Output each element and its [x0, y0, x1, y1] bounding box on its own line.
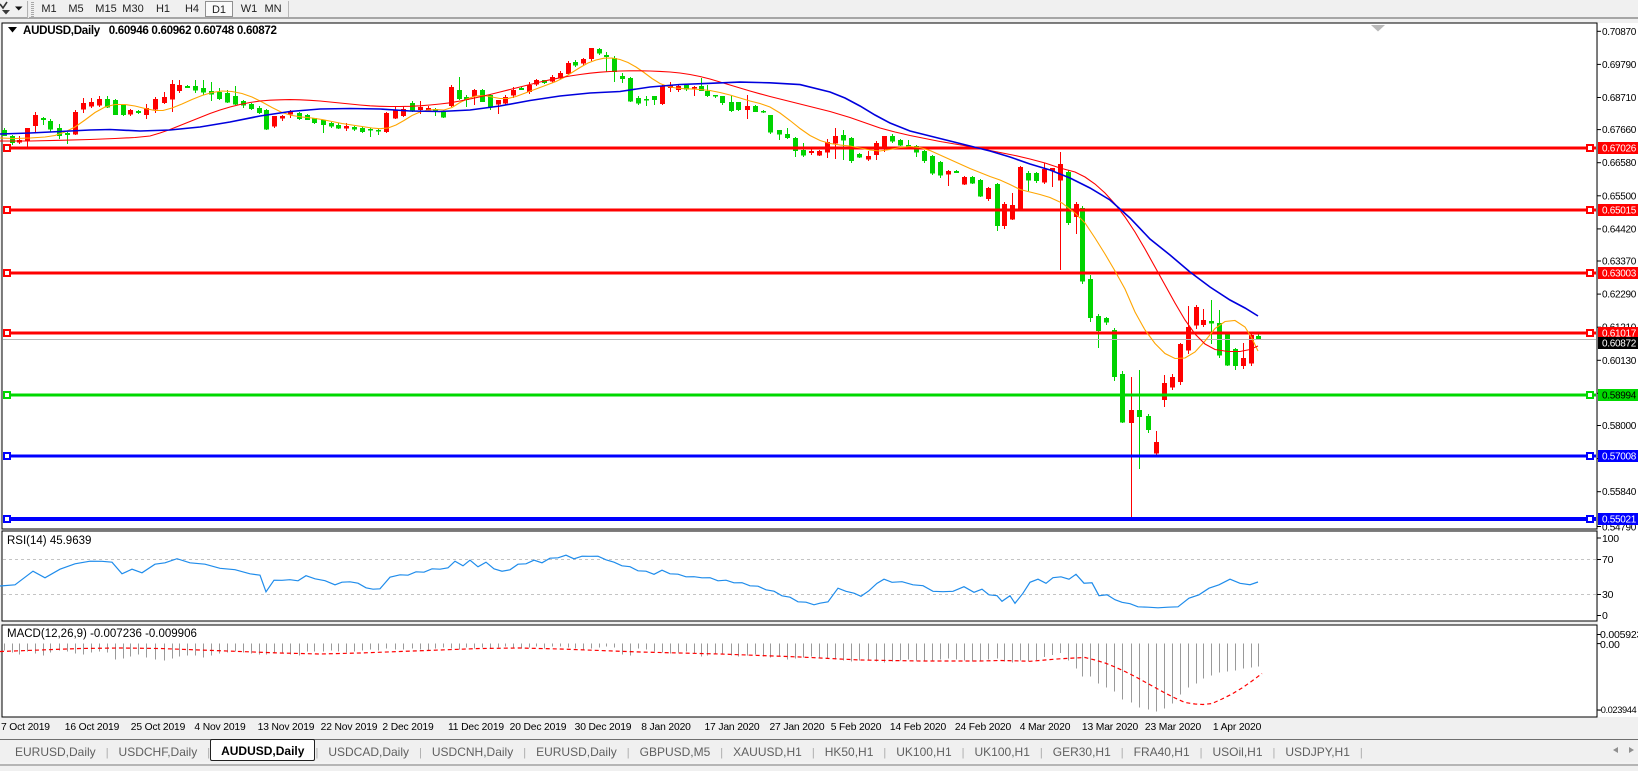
svg-text:17 Jan 2020: 17 Jan 2020: [704, 722, 759, 733]
svg-text:7 Oct 2019: 7 Oct 2019: [1, 722, 50, 733]
svg-text:0.63003: 0.63003: [1602, 269, 1637, 280]
svg-text:MACD(12,26,9) -0.007236 -0.009: MACD(12,26,9) -0.007236 -0.009906: [7, 628, 197, 640]
svg-text:8 Jan 2020: 8 Jan 2020: [641, 722, 691, 733]
svg-text:0.68710: 0.68710: [1602, 93, 1637, 104]
svg-text:0.57008: 0.57008: [1602, 452, 1637, 463]
svg-text:2 Dec 2019: 2 Dec 2019: [382, 722, 434, 733]
svg-text:0.69790: 0.69790: [1602, 60, 1637, 71]
svg-text:13 Nov 2019: 13 Nov 2019: [258, 722, 315, 733]
svg-text:30 Dec 2019: 30 Dec 2019: [575, 722, 632, 733]
svg-text:0.60872: 0.60872: [1602, 339, 1637, 350]
svg-text:30: 30: [1602, 589, 1614, 601]
svg-text:RSI(14) 45.9639: RSI(14) 45.9639: [7, 535, 91, 547]
svg-text:0.65500: 0.65500: [1602, 191, 1637, 202]
svg-text:23 Mar 2020: 23 Mar 2020: [1145, 722, 1202, 733]
svg-text:70: 70: [1602, 554, 1614, 566]
svg-text:0.61017: 0.61017: [1602, 329, 1637, 340]
svg-text:1 Apr 2020: 1 Apr 2020: [1213, 722, 1262, 733]
svg-text:0.58994: 0.58994: [1602, 391, 1637, 402]
svg-text:100: 100: [1602, 533, 1619, 545]
svg-text:20 Dec 2019: 20 Dec 2019: [510, 722, 567, 733]
svg-text:0: 0: [1602, 610, 1608, 622]
svg-text:24 Feb 2020: 24 Feb 2020: [955, 722, 1012, 733]
svg-text:4 Nov 2019: 4 Nov 2019: [194, 722, 246, 733]
svg-text:0.64420: 0.64420: [1602, 224, 1637, 235]
svg-text:-0.023944: -0.023944: [1598, 705, 1637, 715]
svg-text:AUDUSD,Daily 0.60946 0.60962: AUDUSD,Daily 0.60946 0.60962 0.60748 0.6…: [23, 24, 277, 37]
svg-text:5 Feb 2020: 5 Feb 2020: [831, 722, 882, 733]
svg-text:0.00: 0.00: [1600, 639, 1620, 651]
svg-text:16 Oct 2019: 16 Oct 2019: [65, 722, 120, 733]
svg-text:0.67660: 0.67660: [1602, 125, 1637, 136]
svg-text:0.55021: 0.55021: [1602, 515, 1637, 526]
svg-text:0.62290: 0.62290: [1602, 290, 1637, 301]
svg-text:0.63370: 0.63370: [1602, 257, 1637, 268]
svg-text:0.55840: 0.55840: [1602, 487, 1637, 498]
svg-text:0.005923: 0.005923: [1600, 629, 1638, 641]
svg-text:14 Feb 2020: 14 Feb 2020: [890, 722, 947, 733]
svg-text:13 Mar 2020: 13 Mar 2020: [1082, 722, 1139, 733]
svg-text:0.60130: 0.60130: [1602, 356, 1637, 367]
svg-text:0.65015: 0.65015: [1602, 206, 1637, 217]
svg-text:0.54790: 0.54790: [1602, 523, 1637, 534]
svg-text:0.70870: 0.70870: [1602, 27, 1637, 38]
svg-text:22 Nov 2019: 22 Nov 2019: [321, 722, 378, 733]
svg-text:27 Jan 2020: 27 Jan 2020: [769, 722, 824, 733]
svg-text:0.58000: 0.58000: [1602, 421, 1637, 432]
svg-text:11 Dec 2019: 11 Dec 2019: [448, 722, 504, 733]
svg-text:25 Oct 2019: 25 Oct 2019: [131, 722, 186, 733]
svg-text:0.66580: 0.66580: [1602, 158, 1637, 169]
svg-text:0.67026: 0.67026: [1602, 144, 1637, 155]
svg-text:4 Mar 2020: 4 Mar 2020: [1020, 722, 1071, 733]
